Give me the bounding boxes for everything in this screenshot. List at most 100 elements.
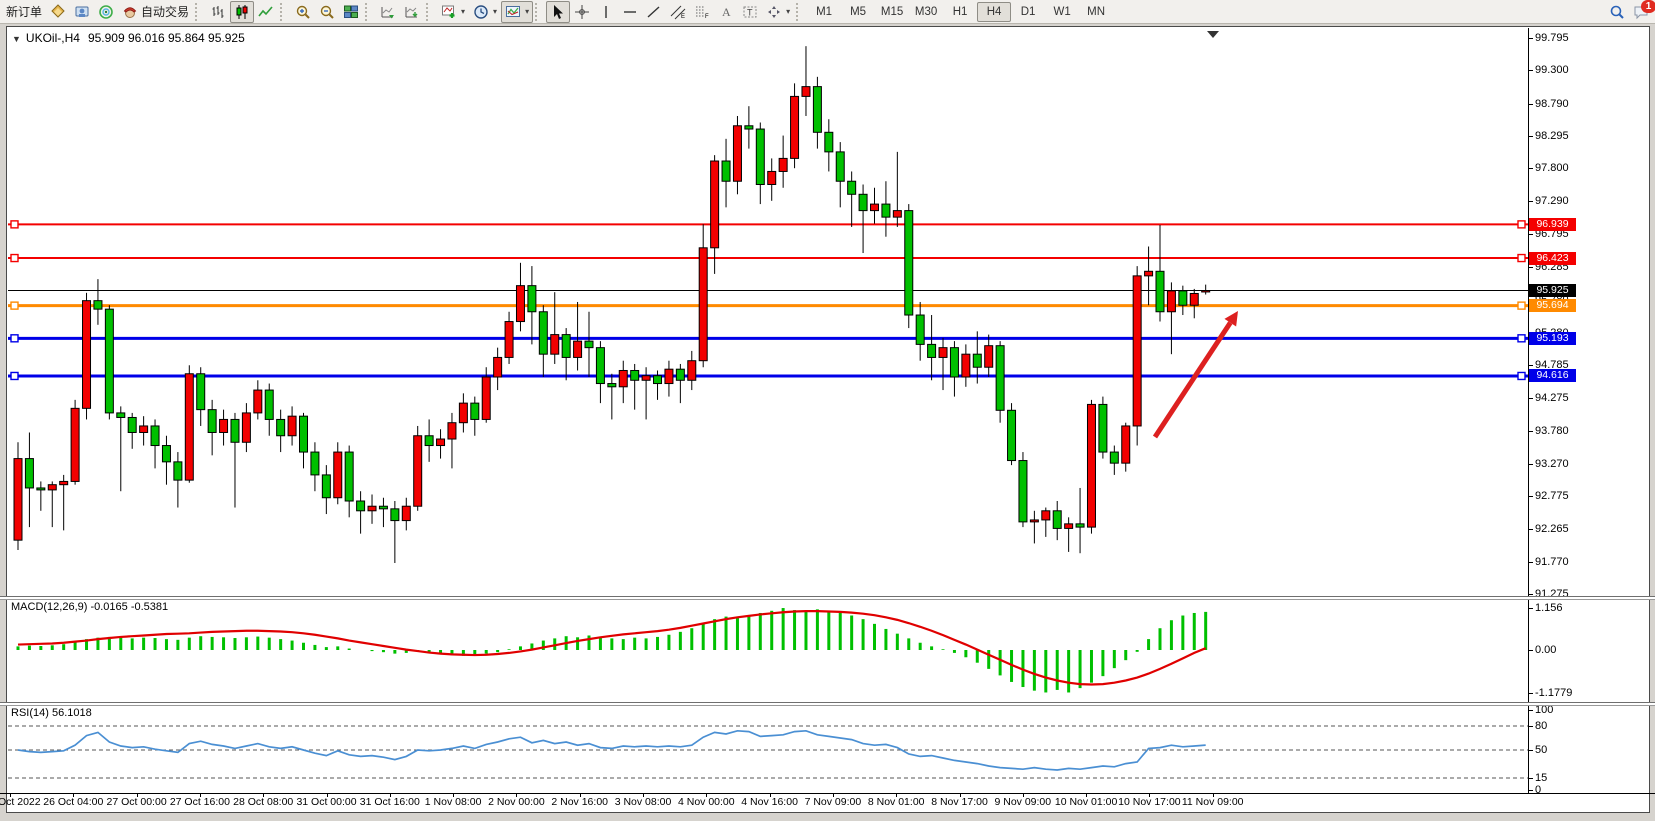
indicators-button[interactable]: ▾: [437, 1, 469, 23]
rsi-panel[interactable]: [8, 705, 1528, 793]
trend-arrow-head: [1224, 311, 1238, 327]
tile-windows-button[interactable]: [339, 1, 363, 23]
trendline-button[interactable]: [642, 1, 666, 23]
axis-tick-label: 99.300: [1535, 64, 1569, 77]
time-tick-label: 4 Nov 16:00: [741, 796, 798, 808]
zoom-out-icon: [320, 5, 334, 19]
time-tick-label: 4 Nov 00:00: [677, 796, 735, 808]
candle-body: [1075, 523, 1085, 528]
toolbar: 新订单 自动交易: [0, 0, 1655, 24]
axis-tick-mark: [1528, 103, 1533, 105]
chat-button[interactable]: 1: [1629, 0, 1655, 23]
candlestick: [493, 347, 503, 391]
timeframe-button-m15[interactable]: M15: [880, 5, 904, 18]
candlestick: [1018, 452, 1028, 528]
timeframe-button-m1[interactable]: M1: [816, 5, 833, 18]
line-handle[interactable]: [1517, 371, 1526, 381]
candle-body: [527, 285, 537, 313]
candlestick: [276, 409, 286, 453]
candlestick: [767, 158, 777, 201]
candle-body: [744, 125, 754, 130]
timeframe-button-h4[interactable]: H4: [977, 1, 1012, 22]
arrows-button[interactable]: ▾: [762, 1, 794, 23]
line-handle[interactable]: [1517, 220, 1526, 229]
axis-tick-mark: [1528, 430, 1533, 432]
one-click-trading-icon[interactable]: ▼: [12, 34, 21, 44]
line-handle[interactable]: [10, 334, 19, 343]
text-label-button[interactable]: T: [738, 1, 762, 23]
signals-button[interactable]: [94, 1, 118, 23]
price-tag: 95.193: [1529, 331, 1576, 345]
line-handle[interactable]: [10, 371, 19, 381]
template-icon: [506, 5, 521, 17]
candle-body: [870, 203, 879, 212]
candlestick: [219, 409, 229, 446]
candlestick: [710, 155, 720, 274]
candle-body: [710, 160, 720, 249]
equidistant-channel-button[interactable]: E: [666, 1, 690, 23]
line-handle[interactable]: [10, 301, 19, 310]
time-tick-label: 2 Nov 16:00: [551, 796, 608, 808]
fibonacci-button[interactable]: F: [690, 1, 714, 23]
panel-splitter[interactable]: [0, 596, 1655, 600]
fibonacci-icon: F: [696, 6, 709, 20]
candlestick: [356, 491, 366, 534]
candlestick: [82, 292, 92, 420]
chat-badge: 1: [1641, 0, 1655, 13]
crosshair-button[interactable]: [570, 1, 594, 23]
line-handle[interactable]: [10, 220, 19, 229]
search-button[interactable]: [1605, 1, 1629, 23]
axis-tick-mark: [1528, 38, 1533, 39]
timeframe-button-m30[interactable]: M30: [914, 5, 938, 18]
price-tag: 96.939: [1529, 217, 1576, 231]
trend-arrow-annotation[interactable]: [1152, 321, 1233, 439]
candlestick: [949, 341, 959, 397]
candle-body: [264, 389, 274, 420]
vertical-line-button[interactable]: [594, 1, 618, 23]
candlestick: [344, 445, 354, 518]
timeframe-button-mn[interactable]: MN: [1087, 5, 1106, 18]
templates-button[interactable]: ▾: [501, 0, 534, 23]
line-handle[interactable]: [1517, 334, 1526, 343]
candle-body: [515, 285, 525, 323]
candlestick-chart-button[interactable]: [230, 0, 255, 23]
data-window-button[interactable]: [70, 1, 94, 23]
candlestick: [139, 416, 149, 446]
chart-shift-button[interactable]: [400, 1, 424, 23]
timeframe-button-d1[interactable]: D1: [1020, 5, 1036, 18]
line-handle[interactable]: [10, 253, 19, 263]
candle-body: [595, 347, 605, 385]
axis-tick-mark: [1528, 750, 1533, 751]
candle-body: [687, 360, 697, 381]
zoom-in-button[interactable]: [291, 1, 315, 23]
timeframe-button-m5[interactable]: M5: [850, 5, 867, 18]
panel-splitter[interactable]: [0, 702, 1655, 706]
bar-chart-button[interactable]: [206, 1, 230, 23]
market-watch-button[interactable]: [46, 1, 70, 23]
axis-tick-label: 93.270: [1535, 457, 1569, 470]
auto-scroll-button[interactable]: [376, 1, 400, 23]
candle-body: [824, 131, 834, 153]
candlestick: [196, 367, 206, 426]
candlestick: [870, 187, 879, 224]
zoom-out-button[interactable]: [315, 1, 339, 23]
autotrading-button[interactable]: 自动交易: [118, 1, 193, 23]
macd-panel[interactable]: [8, 599, 1528, 703]
new-order-button[interactable]: 新订单: [2, 1, 46, 23]
line-handle[interactable]: [1517, 253, 1526, 263]
cursor-button[interactable]: [546, 0, 571, 23]
chart-shift-marker-icon[interactable]: [1207, 31, 1219, 38]
candle-body: [1086, 403, 1096, 528]
timeframe-button-h1[interactable]: H1: [952, 5, 968, 18]
price-chart-panel[interactable]: [8, 28, 1528, 596]
candle-body: [230, 418, 240, 443]
axis-tick-label: 99.795: [1535, 32, 1569, 44]
periods-button[interactable]: ▾: [469, 1, 501, 23]
line-chart-button[interactable]: [254, 1, 278, 23]
axis-tick-mark: [1528, 364, 1533, 366]
timeframe-button-w1[interactable]: W1: [1053, 5, 1071, 18]
line-handle[interactable]: [1517, 301, 1526, 310]
time-tick-label: 1 Nov 08:00: [424, 796, 482, 808]
candle-body: [1041, 510, 1051, 521]
text-button[interactable]: A: [714, 1, 738, 23]
